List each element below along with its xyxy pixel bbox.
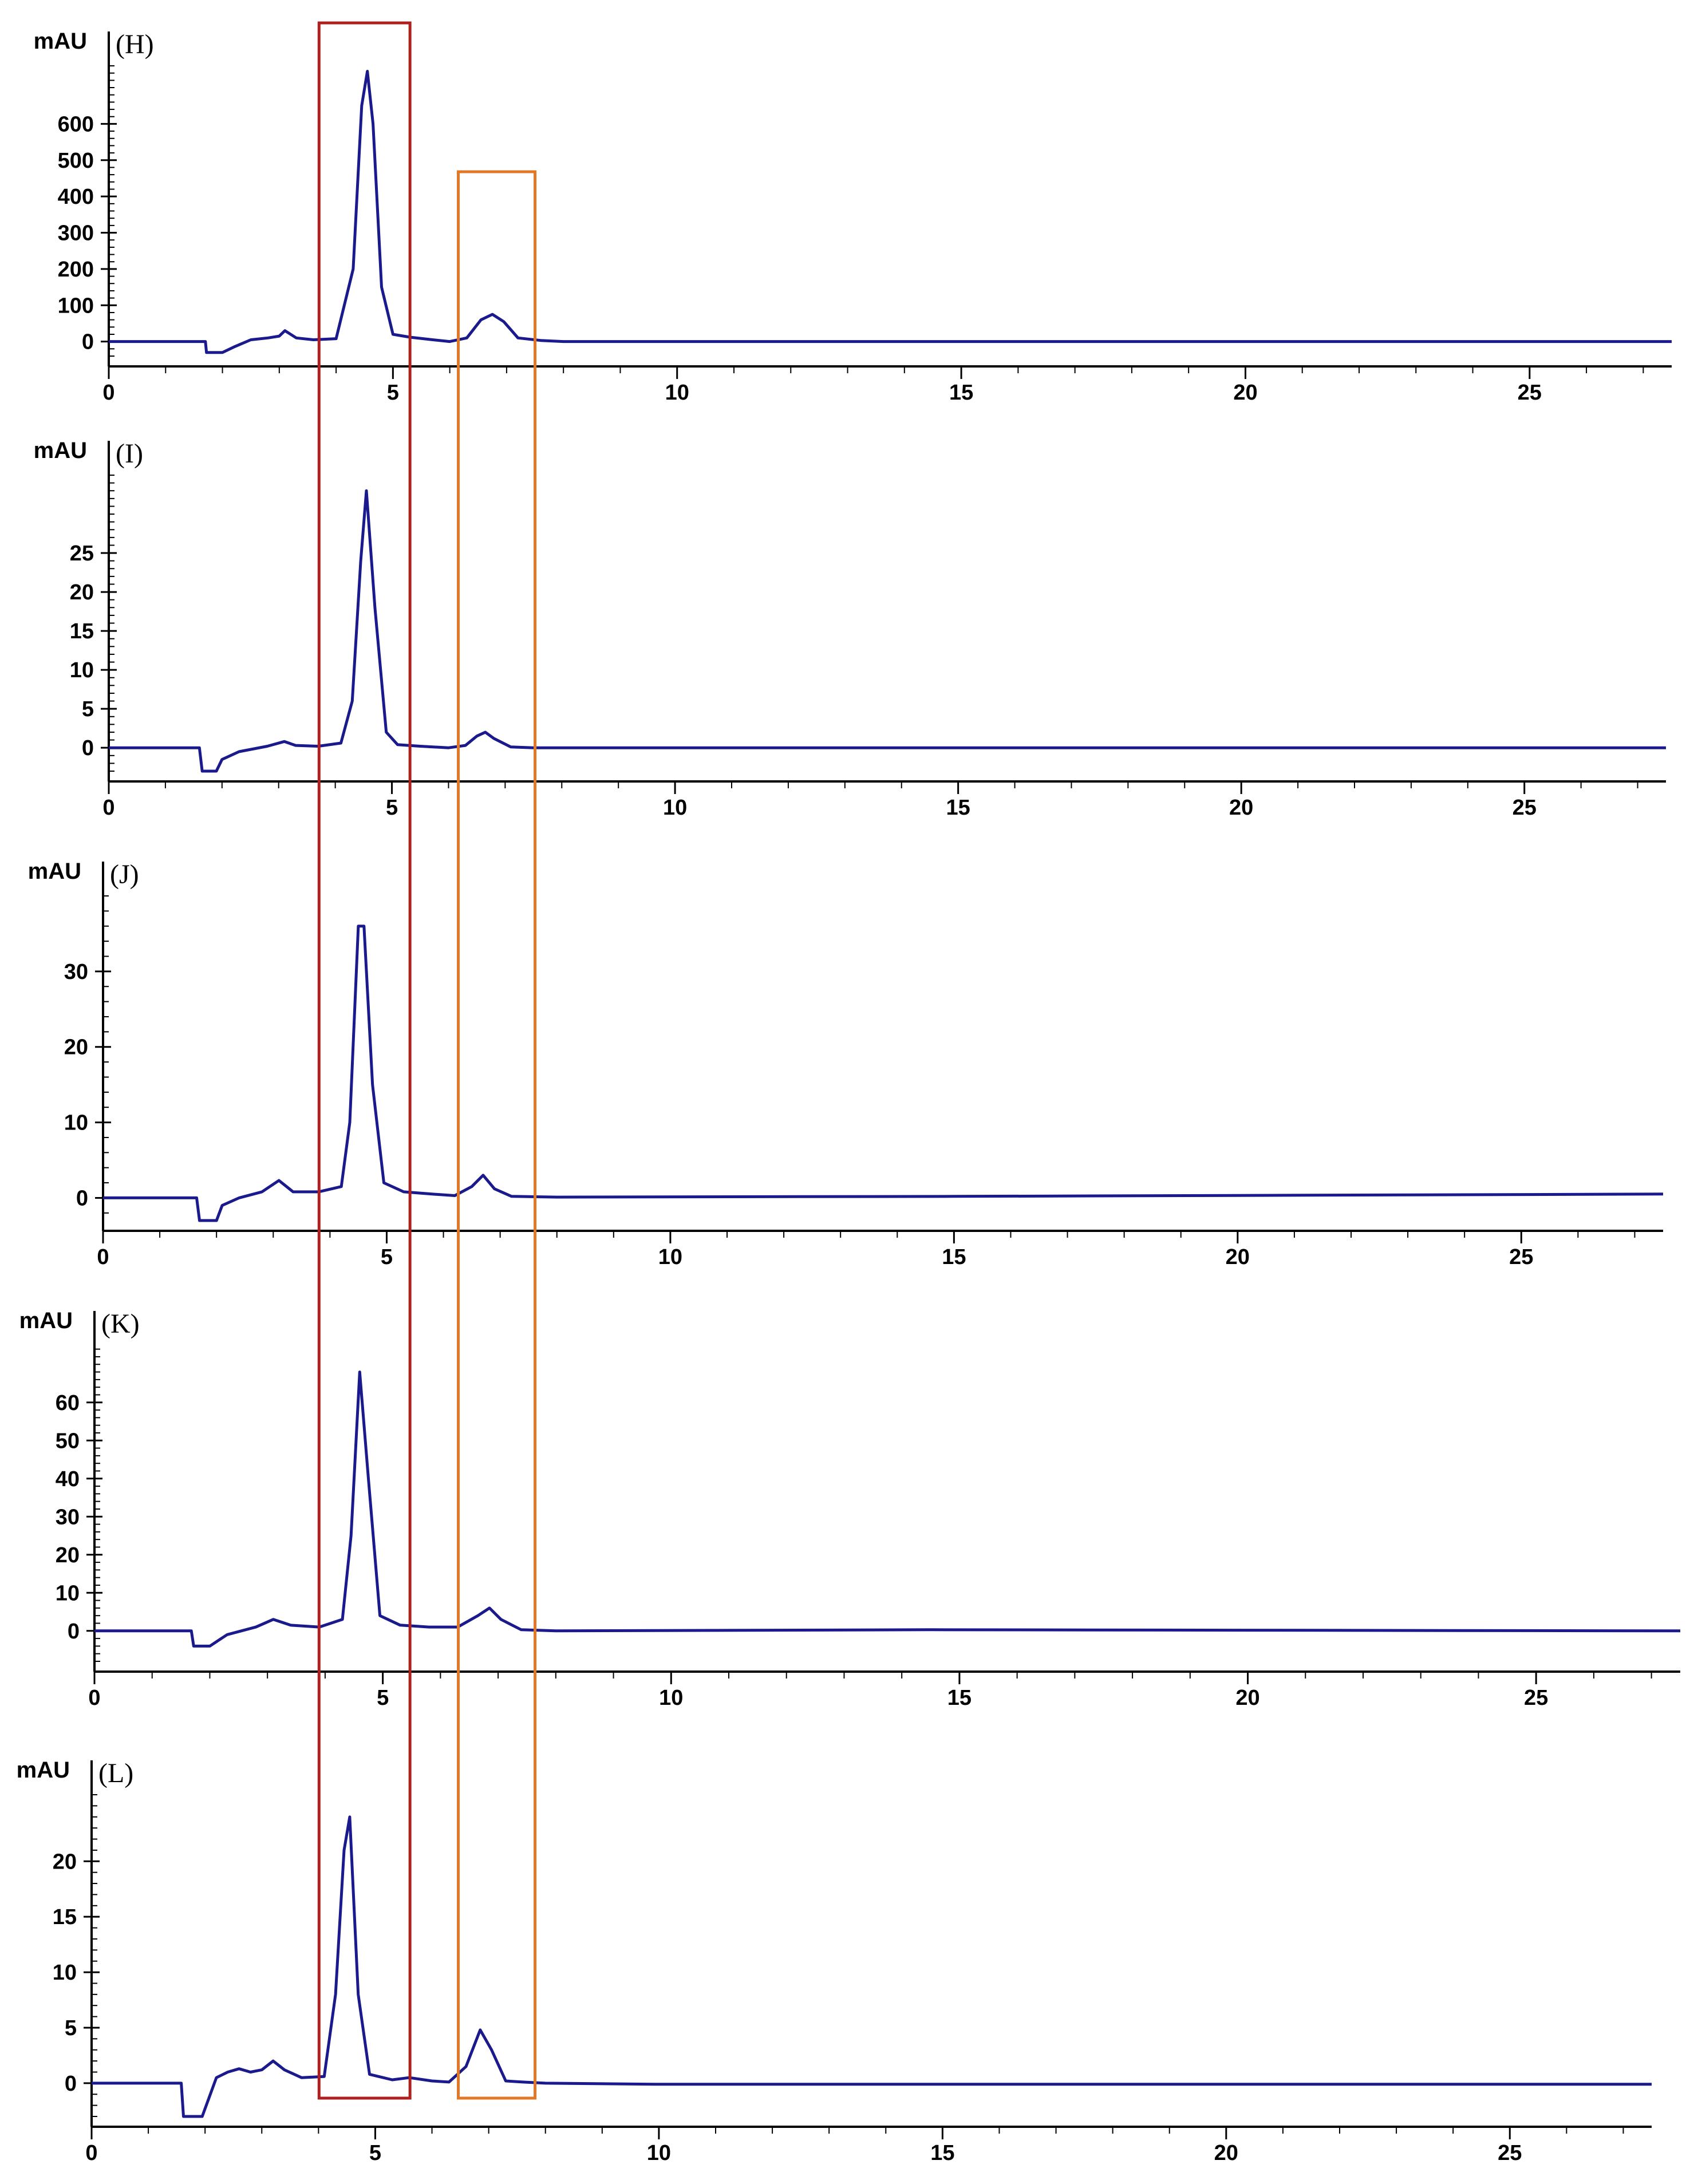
y-tick-label: 0 xyxy=(68,1620,80,1644)
y-tick-label: 10 xyxy=(70,658,94,682)
y-tick-label: 15 xyxy=(53,1905,77,1929)
chromatogram-trace xyxy=(103,925,1664,1222)
panel-label: (L) xyxy=(98,1758,133,1788)
y-tick-label: 100 xyxy=(58,294,94,318)
x-tick-label: 5 xyxy=(381,1245,393,1269)
highlight-box-main-peak xyxy=(317,21,412,2100)
y-unit-label: mAU xyxy=(34,438,87,463)
y-tick-label: 300 xyxy=(58,222,94,246)
y-tick-label: 0 xyxy=(82,330,94,354)
y-tick-label: 5 xyxy=(65,2016,77,2040)
y-unit-label: mAU xyxy=(34,29,87,54)
y-tick-label: 0 xyxy=(65,2072,77,2096)
x-tick-label: 10 xyxy=(647,2141,671,2165)
x-tick-label: 0 xyxy=(102,381,114,405)
panel-label: (H) xyxy=(116,29,154,60)
x-tick-label: 0 xyxy=(102,796,114,820)
x-tick-label: 15 xyxy=(930,2141,954,2165)
y-tick-label: 20 xyxy=(56,1543,80,1567)
x-tick-label: 15 xyxy=(949,381,973,405)
chromatogram-trace xyxy=(94,1371,1681,1648)
x-tick-label: 20 xyxy=(1233,381,1257,405)
y-tick-label: 20 xyxy=(70,580,94,605)
y-tick-label: 10 xyxy=(56,1581,80,1605)
y-tick-label: 500 xyxy=(58,149,94,173)
chromatogram-trace xyxy=(109,489,1666,773)
y-unit-label: mAU xyxy=(19,1308,73,1333)
chromatogram-trace xyxy=(109,70,1672,354)
y-tick-label: 10 xyxy=(53,1961,77,1985)
x-tick-label: 15 xyxy=(946,796,970,820)
y-tick-label: 600 xyxy=(58,112,94,136)
y-tick-label: 50 xyxy=(56,1429,80,1453)
y-tick-label: 0 xyxy=(76,1186,88,1210)
x-tick-label: 25 xyxy=(1498,2141,1522,2165)
x-tick-label: 5 xyxy=(369,2141,381,2165)
panel-label: (I) xyxy=(116,439,143,469)
y-tick-label: 40 xyxy=(56,1467,80,1491)
x-tick-label: 20 xyxy=(1214,2141,1238,2165)
x-tick-label: 10 xyxy=(658,1245,682,1269)
panel-j: 0 10 20 30 0 5 10 15 20 25 mAU (J) xyxy=(28,859,1664,1269)
x-tick-label: 25 xyxy=(1524,1686,1548,1710)
x-tick-label: 25 xyxy=(1518,381,1542,405)
x-tick-label: 5 xyxy=(386,796,398,820)
x-tick-label: 25 xyxy=(1509,1245,1533,1269)
y-tick-label: 5 xyxy=(82,697,94,721)
y-tick-label: 200 xyxy=(58,258,94,282)
panel-l: 0 5 10 15 20 0 5 10 15 20 25 mAU (L) xyxy=(17,1758,1652,2165)
panel-h: 0 100 200 300 400 500 600 0 5 10 15 20 25 mAU (H) xyxy=(34,29,1672,405)
y-tick-label: 60 xyxy=(56,1391,80,1415)
panel-label: (K) xyxy=(101,1309,140,1339)
y-tick-label: 30 xyxy=(64,960,88,984)
x-tick-label: 0 xyxy=(88,1686,100,1710)
chromatogram-trace xyxy=(92,1815,1652,2118)
x-tick-label: 0 xyxy=(85,2141,97,2165)
y-tick-label: 20 xyxy=(53,1850,77,1874)
x-tick-label: 15 xyxy=(947,1686,972,1710)
x-tick-label: 5 xyxy=(387,381,399,405)
x-tick-label: 10 xyxy=(665,381,689,405)
x-tick-label: 15 xyxy=(942,1245,966,1269)
panel-label: (J) xyxy=(110,859,139,890)
x-tick-label: 20 xyxy=(1226,1245,1250,1269)
highlight-box-second-peak xyxy=(457,170,537,2100)
y-tick-label: 20 xyxy=(64,1036,88,1060)
y-unit-label: mAU xyxy=(17,1758,70,1783)
y-tick-label: 0 xyxy=(82,736,94,760)
y-tick-label: 30 xyxy=(56,1505,80,1529)
y-unit-label: mAU xyxy=(28,859,81,884)
x-tick-label: 10 xyxy=(659,1686,683,1710)
x-tick-label: 5 xyxy=(377,1686,389,1710)
panel-k: 0 10 20 30 40 50 60 0 5 10 15 20 25 mAU (K) xyxy=(19,1308,1681,1710)
x-tick-label: 25 xyxy=(1513,796,1537,820)
x-tick-label: 20 xyxy=(1229,796,1253,820)
y-tick-label: 10 xyxy=(64,1111,88,1135)
panel-i: 0 5 10 15 20 25 0 5 10 15 20 25 mAU (I) xyxy=(34,438,1666,820)
x-tick-label: 0 xyxy=(97,1245,109,1269)
x-tick-label: 20 xyxy=(1235,1686,1259,1710)
y-tick-label: 400 xyxy=(58,185,94,209)
y-tick-label: 15 xyxy=(70,619,94,643)
y-tick-label: 25 xyxy=(70,542,94,566)
x-tick-label: 10 xyxy=(663,796,687,820)
